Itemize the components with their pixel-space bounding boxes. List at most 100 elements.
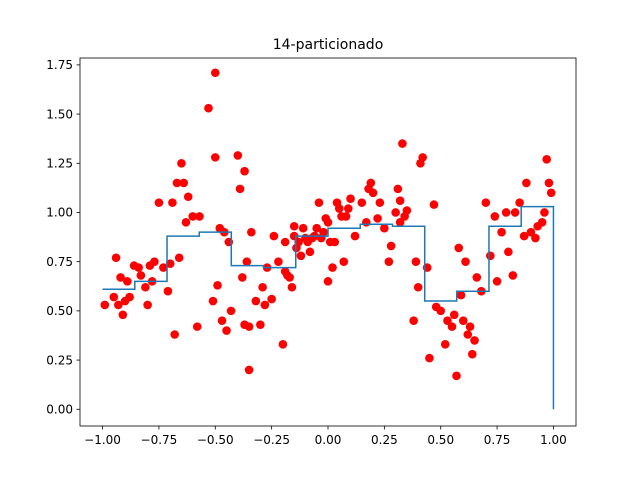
data-point bbox=[522, 178, 531, 188]
data-point bbox=[217, 316, 227, 326]
data-point bbox=[181, 218, 191, 227]
y-tick-label: 0.50 bbox=[46, 304, 73, 318]
data-point bbox=[411, 257, 421, 266]
data-point bbox=[393, 184, 403, 194]
data-point bbox=[314, 198, 324, 207]
data-point bbox=[136, 271, 146, 280]
data-point bbox=[287, 282, 297, 292]
data-point bbox=[260, 300, 270, 310]
data-point bbox=[443, 316, 452, 326]
data-point bbox=[504, 247, 513, 257]
data-point bbox=[100, 300, 110, 310]
y-tick-label: 0.00 bbox=[46, 402, 73, 416]
y-tick-label: 1.00 bbox=[46, 206, 73, 220]
data-point bbox=[319, 227, 328, 237]
data-point bbox=[540, 208, 549, 217]
data-point bbox=[472, 273, 482, 282]
data-point bbox=[285, 273, 294, 282]
data-point bbox=[357, 198, 367, 207]
x-tick-label: −1.00 bbox=[84, 433, 121, 447]
data-point bbox=[208, 296, 218, 306]
data-point bbox=[380, 223, 389, 233]
data-point bbox=[398, 139, 407, 148]
data-point bbox=[125, 292, 134, 302]
data-point bbox=[226, 306, 236, 316]
data-point bbox=[114, 300, 123, 310]
data-point bbox=[546, 188, 556, 198]
data-point bbox=[274, 257, 283, 266]
data-point bbox=[368, 188, 378, 198]
data-point bbox=[436, 306, 446, 316]
data-point bbox=[163, 286, 173, 296]
data-point bbox=[510, 208, 520, 217]
data-point bbox=[362, 218, 371, 227]
data-point bbox=[280, 237, 290, 247]
data-point bbox=[192, 322, 202, 331]
data-point bbox=[244, 365, 254, 375]
data-point bbox=[323, 218, 333, 227]
data-point bbox=[233, 151, 243, 160]
chart-title: 14-particionado bbox=[273, 37, 384, 53]
data-point bbox=[544, 178, 554, 188]
data-point bbox=[305, 247, 315, 257]
data-point bbox=[492, 277, 502, 286]
data-point bbox=[341, 212, 351, 221]
data-point bbox=[366, 178, 376, 188]
data-point bbox=[458, 316, 468, 326]
data-point bbox=[542, 155, 551, 164]
data-point bbox=[465, 322, 475, 331]
data-point bbox=[452, 371, 461, 381]
data-point bbox=[177, 158, 186, 168]
x-tick-label: −0.50 bbox=[197, 433, 234, 447]
data-point bbox=[109, 292, 119, 302]
y-tick-label: 0.75 bbox=[46, 255, 73, 269]
data-point bbox=[350, 231, 360, 241]
data-point bbox=[247, 227, 256, 237]
data-point bbox=[251, 296, 261, 306]
x-tick-label: 1.00 bbox=[540, 433, 567, 447]
data-point bbox=[418, 153, 427, 162]
data-point bbox=[391, 208, 400, 217]
data-point bbox=[449, 310, 459, 320]
data-point bbox=[490, 212, 500, 221]
data-point bbox=[141, 282, 150, 292]
data-point bbox=[508, 271, 518, 280]
x-tick-label: 0.25 bbox=[371, 433, 398, 447]
data-point bbox=[183, 192, 193, 202]
data-point bbox=[440, 340, 450, 349]
data-point bbox=[210, 153, 220, 162]
data-point bbox=[168, 198, 177, 207]
data-point bbox=[463, 330, 473, 339]
data-point bbox=[519, 231, 529, 241]
data-point bbox=[172, 178, 182, 188]
y-tick-label: 0.25 bbox=[46, 353, 73, 367]
data-point bbox=[289, 221, 299, 231]
data-point bbox=[402, 206, 412, 215]
data-point bbox=[256, 320, 265, 329]
x-tick-label: 0.00 bbox=[315, 433, 342, 447]
data-point bbox=[278, 340, 288, 349]
data-point bbox=[470, 336, 479, 345]
data-point bbox=[294, 237, 303, 247]
data-point bbox=[429, 200, 439, 209]
x-tick-label: 0.75 bbox=[484, 433, 511, 447]
data-point bbox=[346, 194, 355, 204]
data-point bbox=[425, 353, 434, 363]
data-point bbox=[238, 273, 247, 282]
data-point bbox=[395, 218, 405, 227]
data-point bbox=[526, 227, 536, 237]
data-point bbox=[481, 198, 491, 207]
data-point bbox=[143, 300, 152, 310]
x-tick-label: −0.25 bbox=[253, 433, 290, 447]
data-point bbox=[165, 259, 175, 268]
data-point bbox=[375, 198, 385, 207]
data-point bbox=[240, 166, 249, 176]
data-point bbox=[384, 257, 394, 266]
step-function-line bbox=[102, 205, 555, 410]
data-point bbox=[537, 218, 547, 227]
data-point bbox=[497, 227, 506, 237]
data-point bbox=[210, 68, 220, 78]
data-point bbox=[515, 198, 524, 207]
data-point bbox=[334, 204, 344, 213]
